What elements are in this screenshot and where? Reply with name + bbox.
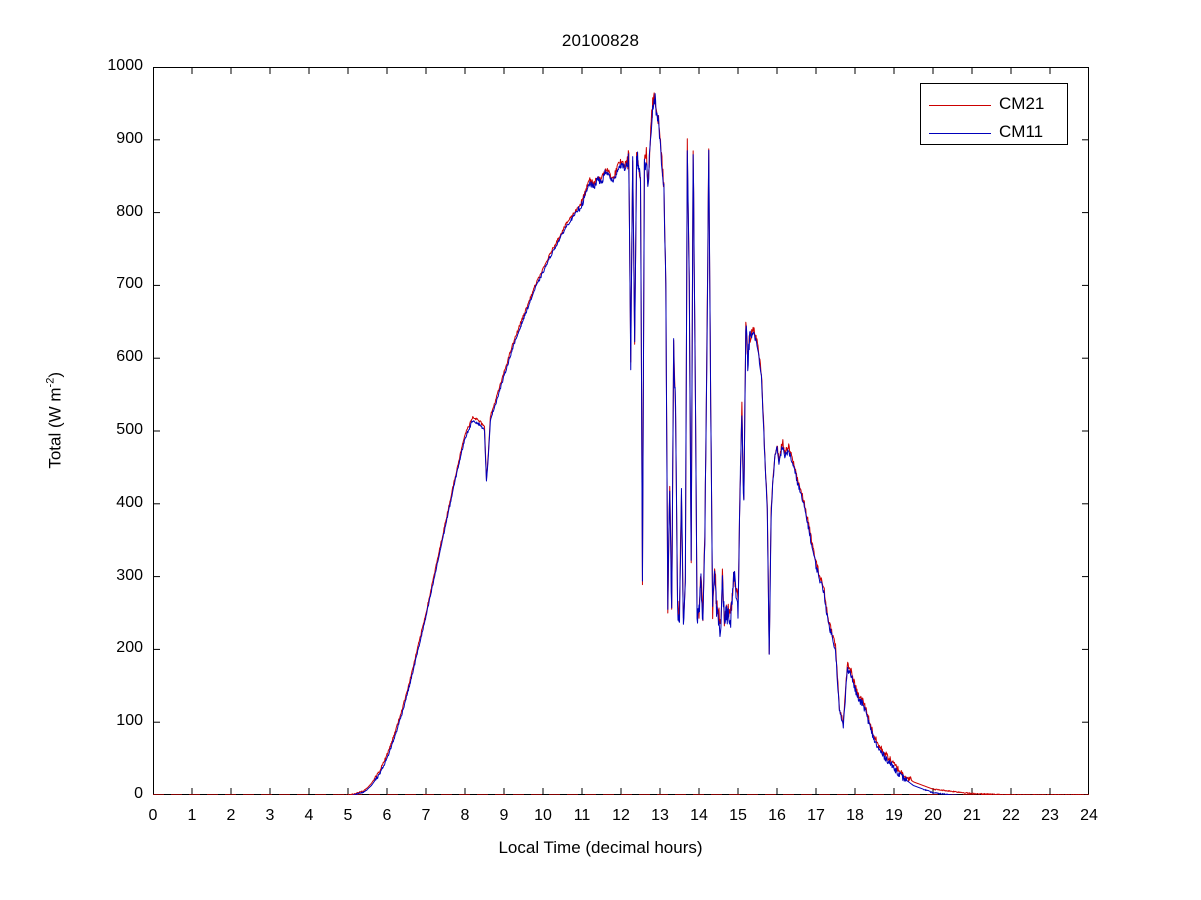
plot-svg [153, 67, 1089, 795]
y-tick-label: 700 [116, 275, 143, 293]
y-tick-label: 400 [116, 493, 143, 511]
axes-box [153, 67, 1089, 795]
y-tick-label: 0 [134, 785, 143, 802]
y-tick-label: 200 [116, 639, 143, 657]
x-tick-label: 15 [729, 807, 747, 824]
x-tick-label: 7 [421, 807, 431, 824]
x-tick-label: 22 [1002, 807, 1020, 824]
legend-label: CM21 [999, 94, 1045, 113]
y-tick-label: 900 [116, 129, 143, 147]
x-tick-label: 14 [690, 807, 708, 824]
x-tick-label: 4 [304, 807, 314, 824]
x-tick-label: 3 [265, 807, 275, 824]
series-line-cm11 [349, 93, 960, 795]
y-tick-label: 100 [116, 712, 143, 730]
x-tick-label: 1 [187, 807, 197, 824]
y-tick-label: 600 [116, 348, 143, 366]
y-tick-label: 1000 [107, 57, 143, 74]
x-tick-label: 13 [651, 807, 669, 824]
legend-swatch-line [929, 133, 991, 134]
x-tick-label: 17 [807, 807, 825, 824]
x-tick-label: 0 [148, 807, 158, 824]
x-axis-label: Local Time (decimal hours) [498, 838, 703, 857]
x-tick-label: 19 [885, 807, 903, 824]
y-axis-label-tail: ) [45, 371, 65, 378]
x-tick-label: 5 [343, 807, 353, 824]
x-tick-label: 6 [382, 807, 392, 824]
x-tick-label: 9 [499, 807, 509, 824]
x-tick-label: 2 [226, 807, 236, 824]
x-tick-label: 23 [1041, 807, 1059, 824]
x-tick-label: 10 [534, 807, 552, 824]
y-tick-label: 300 [116, 566, 143, 584]
legend-entry-cm11[interactable]: CM11 [921, 122, 1067, 146]
y-tick-label: 500 [116, 421, 143, 438]
x-tick-label: 16 [768, 807, 786, 824]
x-tick-label: 21 [963, 807, 981, 824]
x-tick-label: 24 [1080, 807, 1098, 824]
legend-label: CM11 [999, 122, 1044, 141]
x-tick-label: 8 [460, 807, 470, 824]
legend: CM21 CM11 [920, 83, 1068, 145]
y-tick-label: 800 [116, 202, 143, 220]
x-tick-label: 11 [573, 807, 591, 824]
y-axis-label-base: Total (W m [45, 387, 65, 469]
legend-entry-cm21[interactable]: CM21 [921, 94, 1067, 118]
legend-swatch-line [929, 105, 991, 106]
x-tick-label: 18 [846, 807, 864, 824]
x-tick-label: 20 [924, 807, 942, 824]
y-axis-label-exponent: -2 [44, 377, 57, 388]
plot-area [153, 67, 1089, 795]
x-tick-label: 12 [612, 807, 630, 824]
y-axis-label: Total (W m-2) [45, 310, 66, 530]
page-title: 20100828 [561, 31, 640, 50]
